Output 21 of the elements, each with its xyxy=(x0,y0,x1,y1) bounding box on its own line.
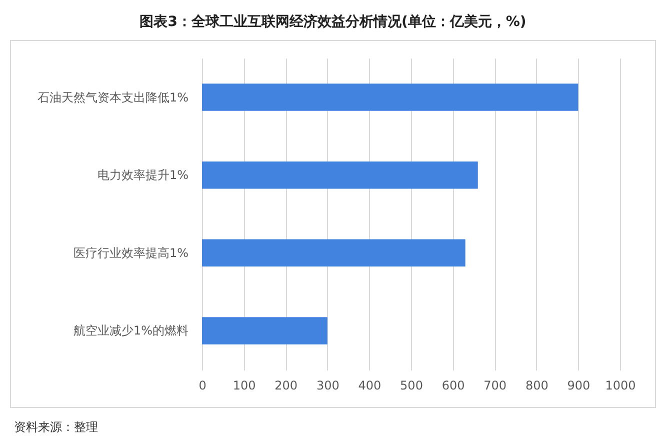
bar xyxy=(202,317,328,344)
y-tick-label: 电力效率提升1% xyxy=(97,168,188,182)
y-tick-label: 医疗行业效率提高1% xyxy=(73,246,188,260)
x-tick-label: 100 xyxy=(232,378,256,392)
x-tick-label: 900 xyxy=(567,378,590,392)
bar xyxy=(202,84,578,111)
x-tick-label: 200 xyxy=(274,378,298,392)
x-tick-label: 0 xyxy=(198,378,206,392)
x-tick-label: 500 xyxy=(400,378,423,392)
bar xyxy=(202,239,466,267)
bar xyxy=(202,161,478,189)
x-tick-label: 300 xyxy=(316,378,340,392)
y-tick-label: 航空业减少1%的燃料 xyxy=(73,324,188,338)
x-tick-label: 800 xyxy=(525,378,548,392)
x-tick-label: 700 xyxy=(484,378,507,392)
x-tick-label: 400 xyxy=(358,378,382,392)
x-tick-label: 1000 xyxy=(605,378,636,392)
y-tick-label: 石油天然气资本支出降低1% xyxy=(37,90,188,104)
text: 资料来源：整理 xyxy=(14,419,98,436)
chart-title: 图表3：全球工业互联网经济效益分析情况(单位：亿美元，%) xyxy=(138,13,528,31)
x-tick-label: 600 xyxy=(442,378,465,392)
